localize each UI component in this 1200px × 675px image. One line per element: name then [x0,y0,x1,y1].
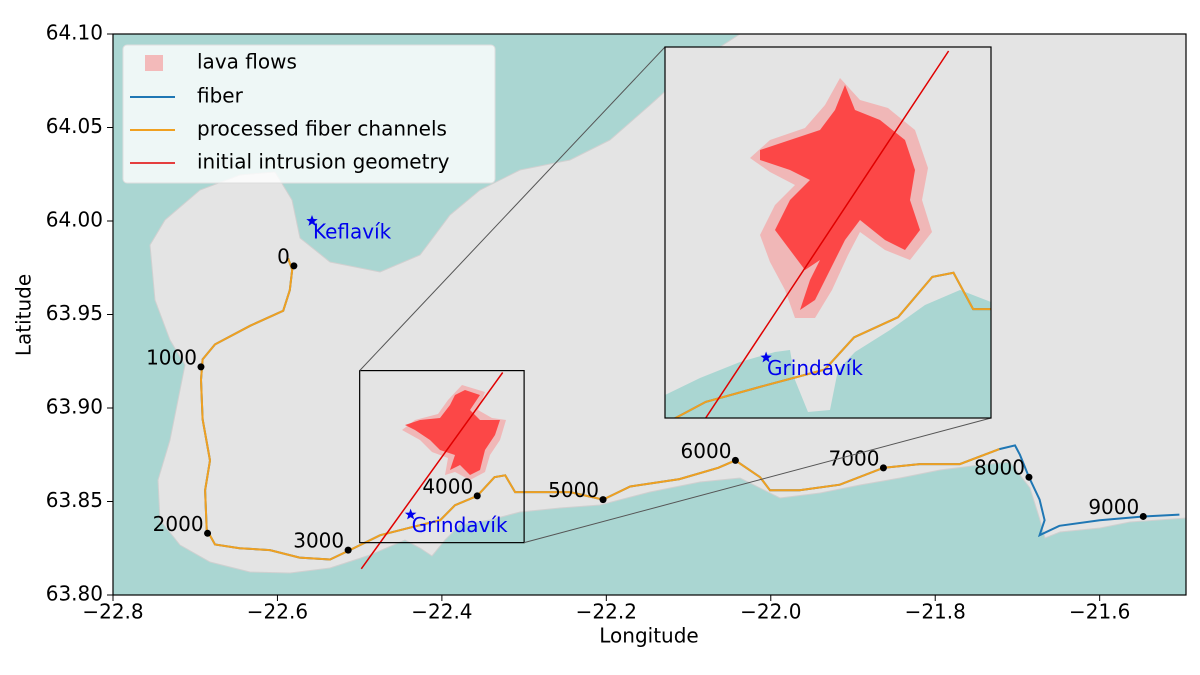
channel-label: 1000 [146,345,197,369]
y-axis-label: Latitude [12,274,36,356]
channel-label: 3000 [293,529,344,553]
x-axis-label: Longitude [599,624,698,648]
inset-lava [760,85,920,310]
channel-marker [197,363,205,371]
channel-marker [473,492,481,500]
zoom-connector [359,46,666,371]
channel-label: 9000 [1088,495,1139,519]
legend-label: initial intrusion geometry [197,150,450,174]
y-tick-label: 64.05 [46,114,103,138]
legend: lava flows fiber processed fiber channel… [122,44,496,184]
zoom-box [359,370,525,544]
channel-marker [1139,512,1147,520]
lava [405,390,500,475]
legend-box [122,44,496,184]
legend-label: lava flows [197,50,297,74]
place-label: Keflavík [313,220,392,244]
x-tick-label: −21.8 [905,600,966,624]
place-marker [404,508,417,520]
legend-label: fiber [197,84,244,108]
legend-label: processed fiber channels [197,117,447,141]
place-marker [306,215,318,226]
x-tick-label: −21.6 [1069,600,1130,624]
series-line [360,372,504,570]
channel-marker [731,456,739,464]
x-tick-label: −22.4 [411,600,472,624]
channel-marker [290,262,298,270]
x-tick-label: −22.8 [82,600,143,624]
place-label: Grindavík [412,513,508,537]
y-tick-label: 63.90 [46,395,103,419]
channel-label: 5000 [548,478,599,502]
channel-marker [879,464,887,472]
y-tick-label: 63.95 [46,301,103,325]
y-tick-label: 64.00 [46,208,103,232]
channel-marker [1025,473,1033,481]
channel-label: 6000 [681,439,732,463]
channel-marker [344,546,352,554]
series-line [199,258,1000,561]
y-tick-label: 63.80 [46,582,103,606]
inset-frame [664,46,992,419]
y-tick-label: 63.85 [46,488,103,512]
legend-lava-swatch [145,55,163,71]
channel-label: 2000 [153,512,204,536]
inset-sea [665,290,991,418]
place-marker [760,351,772,363]
channel-label: 0 [277,244,290,268]
y-tick-label: 64.10 [46,21,103,45]
channel-label: 4000 [422,474,473,498]
channel-marker [599,496,607,504]
zoom-connector [523,417,992,544]
x-tick-label: −22.2 [576,600,637,624]
series-line [673,271,991,418]
x-tick-label: −22.0 [740,600,801,624]
x-tick-label: −22.6 [247,600,308,624]
series-line [704,50,950,418]
channel-label: 8000 [974,456,1025,480]
place-label: Grindavík [767,356,863,380]
channel-marker [204,529,212,537]
